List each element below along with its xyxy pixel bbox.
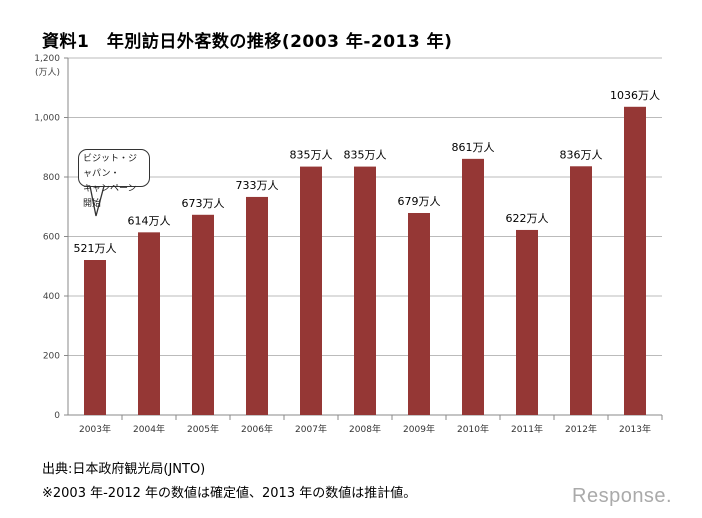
data-label: 836万人 xyxy=(560,148,603,161)
x-tick-label: 2010年 xyxy=(457,423,489,435)
bar xyxy=(624,106,646,415)
annotation-line-1: ビジット・ジャパン・ xyxy=(83,154,138,179)
x-tick-label: 2004年 xyxy=(133,423,165,435)
y-axis-label: (万人) xyxy=(35,67,60,78)
bar xyxy=(516,229,538,415)
data-label: 679万人 xyxy=(398,195,441,208)
source-note: 出典:日本政府観光局(JNTO) xyxy=(42,462,206,477)
bar xyxy=(84,260,106,415)
annotation-callout: ビジット・ジャパン・ キャンペーン開始 xyxy=(78,149,150,209)
watermark-logo: Response. xyxy=(572,485,673,507)
bar xyxy=(408,212,430,415)
y-tick-label: 800 xyxy=(43,173,60,183)
bar xyxy=(570,166,592,415)
data-label: 673万人 xyxy=(182,197,225,210)
y-tick-label: 400 xyxy=(43,292,60,302)
footnote: ※2003 年-2012 年の数値は確定値、2013 年の数値は推計値。 xyxy=(42,486,417,501)
data-label: 861万人 xyxy=(452,141,495,154)
data-label: 835万人 xyxy=(290,149,333,162)
data-label: 835万人 xyxy=(344,149,387,162)
y-tick-label: 600 xyxy=(43,233,60,243)
x-tick-label: 2011年 xyxy=(511,423,543,435)
annotation-line-2: キャンペーン開始 xyxy=(83,184,137,209)
x-tick-label: 2007年 xyxy=(295,423,327,435)
x-tick-label: 2003年 xyxy=(79,423,111,435)
data-label: 622万人 xyxy=(506,212,549,225)
bar xyxy=(462,158,484,416)
x-tick-label: 2013年 xyxy=(619,423,651,435)
x-tick-label: 2006年 xyxy=(241,423,273,435)
bar xyxy=(300,166,322,415)
bar xyxy=(246,196,268,415)
y-tick-label: 1,000 xyxy=(34,114,60,124)
bar xyxy=(192,214,214,415)
data-label: 614万人 xyxy=(128,214,171,227)
x-tick-label: 2005年 xyxy=(187,423,219,435)
x-tick-label: 2012年 xyxy=(565,423,597,435)
y-tick-label: 0 xyxy=(54,411,60,421)
data-label: 521万人 xyxy=(74,242,117,255)
x-tick-label: 2008年 xyxy=(349,423,381,435)
data-label: 1036万人 xyxy=(610,89,660,102)
data-label: 733万人 xyxy=(236,179,279,192)
y-tick-label: 1,200 xyxy=(34,54,60,64)
bar xyxy=(354,166,376,415)
x-tick-label: 2009年 xyxy=(403,423,435,435)
bar xyxy=(138,232,160,415)
chart-title: 資料1 年別訪日外客数の推移(2003 年-2013 年) xyxy=(42,32,453,52)
y-tick-label: 200 xyxy=(43,352,60,362)
